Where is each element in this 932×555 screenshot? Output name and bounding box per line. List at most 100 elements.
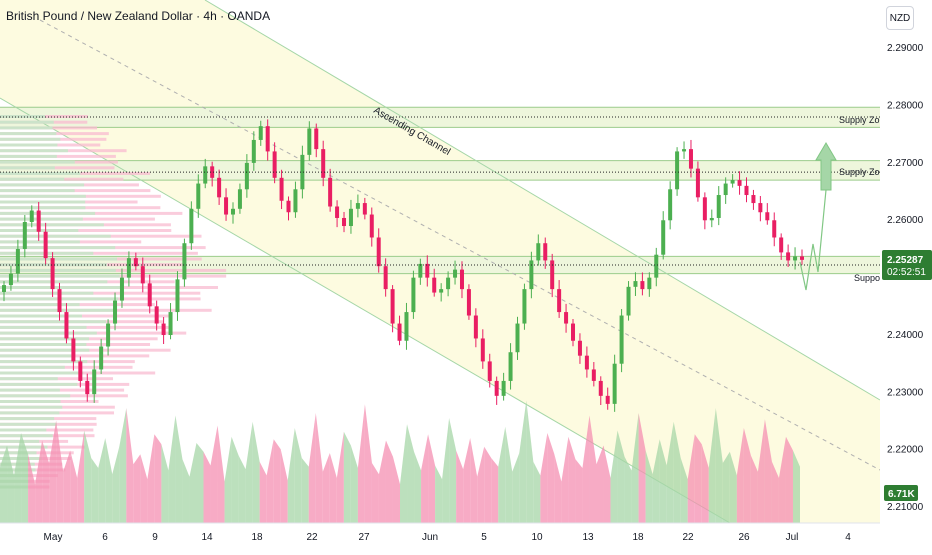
candle-body	[418, 263, 423, 278]
volume-area	[743, 428, 751, 523]
volume-profile-bar	[0, 229, 172, 232]
candle-body	[675, 151, 680, 190]
volume-area	[603, 445, 611, 523]
volume-area	[35, 440, 43, 523]
volume-area	[547, 433, 555, 523]
volume-profile-bar	[0, 115, 45, 118]
candle-body	[758, 203, 763, 213]
candle-body	[29, 210, 34, 222]
candle-body	[71, 338, 76, 362]
x-tick-label: 22	[306, 532, 318, 543]
volume-profile-bar	[0, 126, 53, 130]
volume-area	[175, 415, 183, 523]
volume-area	[273, 439, 281, 523]
candle-body	[564, 312, 569, 324]
candle-body	[772, 220, 777, 238]
candle-body	[293, 189, 298, 213]
volume-profile-bar	[0, 394, 71, 398]
volume-area	[105, 438, 113, 523]
volume-profile-bar	[0, 189, 151, 193]
candle-body	[217, 177, 222, 198]
y-tick-label: 2.29000	[887, 43, 924, 54]
y-tick-label: 2.21000	[887, 502, 924, 513]
candle-body	[612, 363, 617, 404]
volume-profile-bar	[0, 257, 117, 261]
candle-body	[487, 361, 492, 381]
volume-area	[659, 439, 667, 523]
volume-area	[238, 455, 246, 523]
supply-zone-1-label: Supply Zone	[839, 115, 890, 125]
volume-area	[428, 434, 436, 523]
volume-profile-bar	[0, 405, 63, 409]
projection-path	[799, 189, 827, 291]
volume-area	[315, 413, 323, 523]
volume-area	[505, 426, 513, 523]
candle-body	[286, 200, 291, 213]
candle-body	[605, 395, 610, 404]
x-tick-label: 6	[102, 532, 108, 543]
volume-profile-bar	[0, 377, 58, 381]
volume-area	[357, 404, 365, 523]
volume-area	[49, 420, 57, 523]
volume-area	[568, 436, 576, 523]
x-tick-label: 9	[152, 532, 158, 543]
volume-area	[561, 436, 569, 523]
volume-area	[231, 436, 239, 523]
candle-body	[321, 149, 326, 178]
candle-body	[800, 256, 804, 260]
volume-profile-bar	[0, 286, 121, 289]
candle-body	[8, 273, 13, 286]
candle-body	[258, 126, 263, 140]
volume-area	[70, 450, 78, 523]
volume-area	[596, 445, 604, 523]
volume-area	[385, 440, 393, 523]
volume-area	[589, 415, 597, 523]
volume-profile-bar	[0, 320, 106, 324]
volume-area	[680, 458, 688, 523]
x-tick-label: 13	[582, 532, 594, 543]
candle-body	[529, 260, 534, 290]
zone-supply-upper	[0, 107, 880, 128]
candle-body	[99, 346, 104, 370]
volume-profile-bar	[0, 268, 116, 272]
candle-body	[619, 315, 624, 364]
candle-body	[265, 126, 270, 152]
volume-profile-bar	[0, 354, 76, 358]
candle-body	[765, 212, 770, 221]
candle-body	[425, 263, 430, 278]
volume-area	[133, 454, 141, 523]
candle-body	[355, 203, 360, 209]
volume-profile-bar	[0, 371, 84, 375]
candle-body	[744, 185, 749, 196]
candle-body	[230, 208, 235, 215]
countdown-label: 02:52:51	[887, 267, 926, 278]
candle-body	[536, 243, 541, 261]
volume-area	[119, 408, 127, 523]
volume-profile-bar	[0, 303, 80, 307]
volume-profile-bar	[0, 314, 172, 318]
candle-body	[640, 281, 645, 290]
candle-body	[36, 210, 41, 232]
currency-button[interactable]: NZD	[886, 6, 914, 30]
y-tick-label: 2.27000	[887, 158, 924, 169]
candle-body	[43, 231, 48, 259]
candle-body	[737, 180, 742, 186]
volume-area	[526, 400, 534, 523]
volume-area	[196, 443, 204, 523]
candle-body	[397, 323, 402, 341]
volume-area	[491, 458, 499, 523]
volume-area	[400, 424, 408, 523]
volume-area	[785, 436, 793, 523]
volume-area	[112, 446, 120, 523]
volume-area	[736, 428, 744, 523]
volume-area	[91, 458, 99, 523]
volume-area	[449, 418, 457, 523]
volume-profile-bar	[0, 200, 86, 204]
volume-profile-bar	[0, 428, 47, 432]
candle-body	[494, 380, 499, 396]
candle-body	[390, 289, 395, 324]
candle-body	[688, 149, 693, 169]
volume-profile-bar	[0, 388, 125, 392]
volume-profile-bar	[0, 154, 116, 158]
